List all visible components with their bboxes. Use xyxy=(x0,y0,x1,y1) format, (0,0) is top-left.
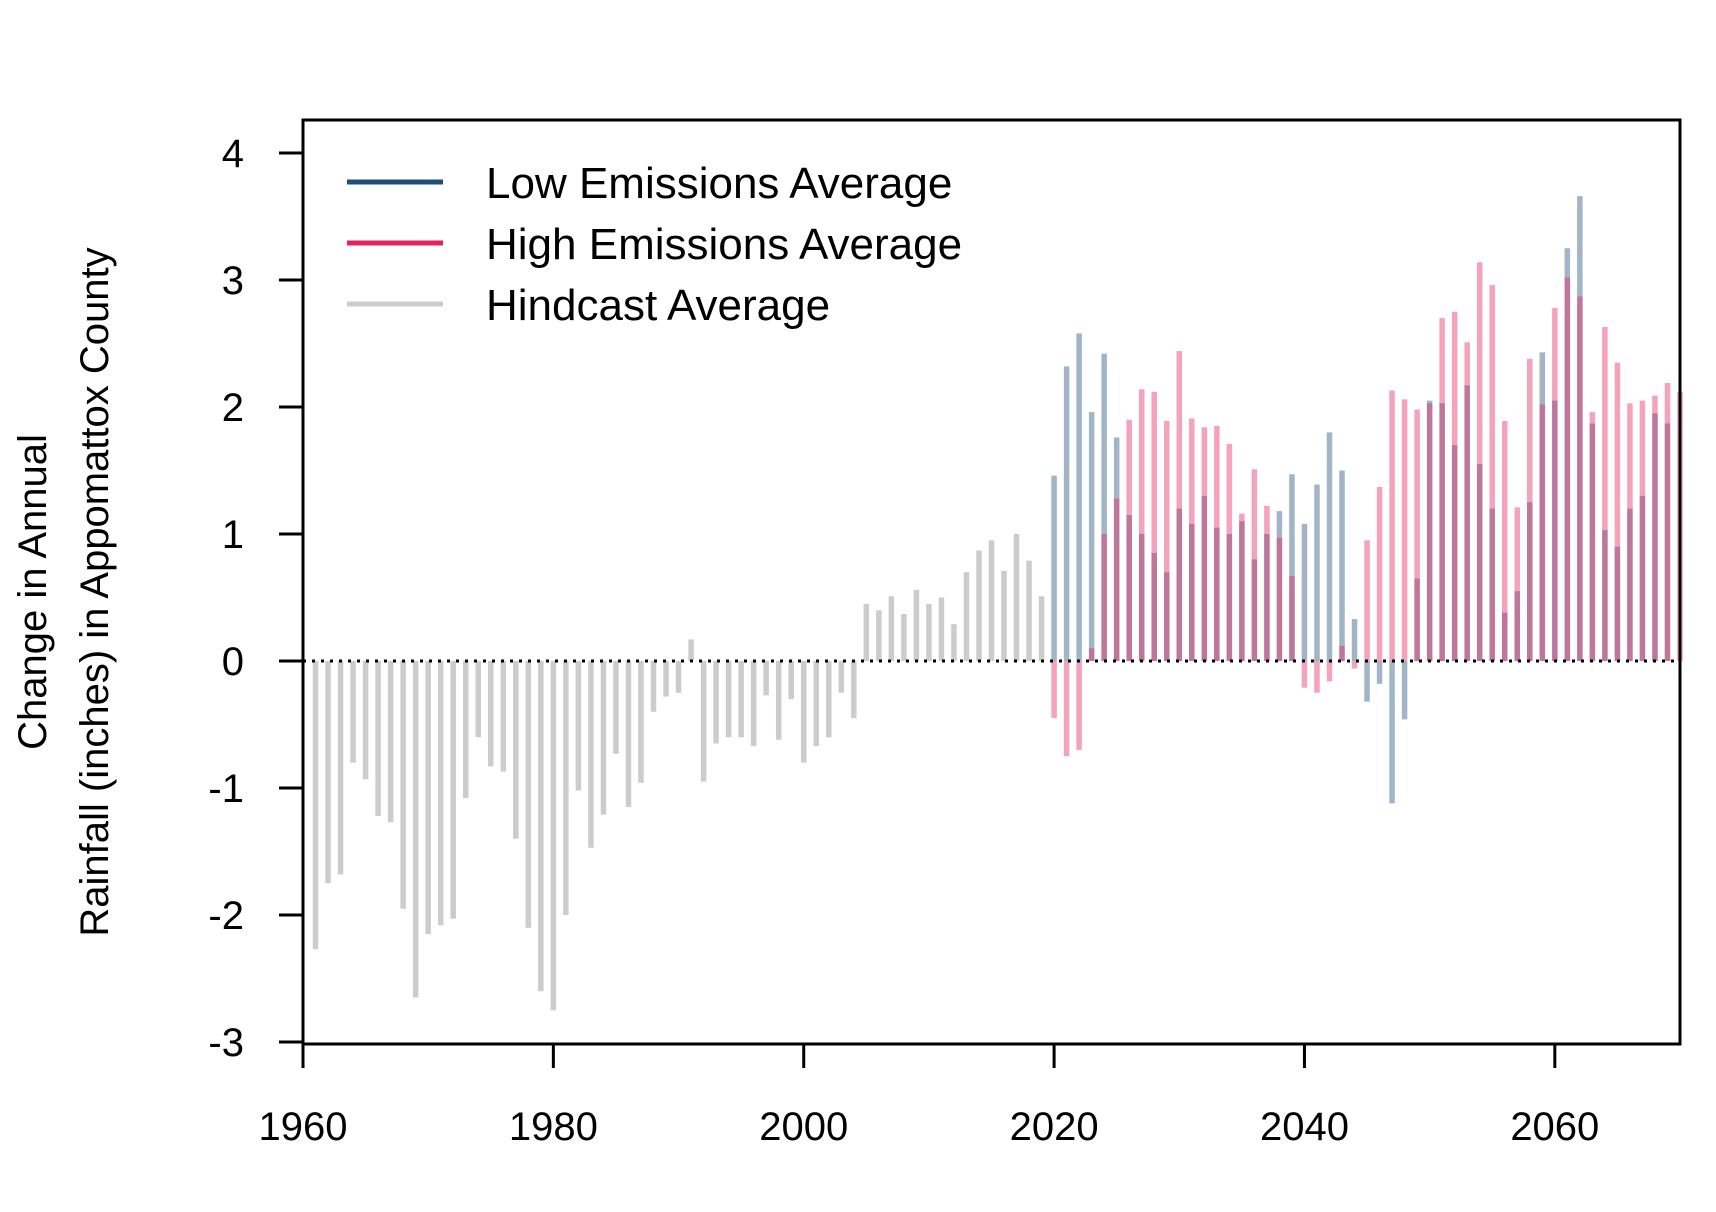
hindcast-bars xyxy=(312,534,1045,1011)
x-tick-label-1980: 1980 xyxy=(509,1105,598,1149)
y-tick-label-2: 2 xyxy=(222,386,244,430)
legend-label-2: High Emissions Average xyxy=(486,220,962,269)
x-axis: 1960 1980 2000 2020 2040 2060 xyxy=(259,1042,1599,1149)
high-emissions-bars xyxy=(1051,262,1683,757)
x-tick-label-2060: 2060 xyxy=(1510,1105,1599,1149)
y-tick-label-3: 3 xyxy=(222,259,244,303)
y-tick-label--3: -3 xyxy=(208,1021,244,1065)
low-emissions-bars xyxy=(1051,196,1671,804)
y-tick-label-0: 0 xyxy=(222,640,244,684)
y-tick-label-4: 4 xyxy=(222,132,244,176)
x-tick-label-2020: 2020 xyxy=(1010,1105,1099,1149)
y-tick-label--2: -2 xyxy=(208,894,244,938)
y-axis-title-line-1: Change in Annual xyxy=(11,434,55,750)
y-axis-title-line-2: Rainfall (inches) in Appomattox County xyxy=(73,247,117,936)
y-axis-title: Change in Annual Rainfall (inches) in App… xyxy=(11,247,117,936)
x-tick-label-2040: 2040 xyxy=(1260,1105,1349,1149)
x-tick-label-1960: 1960 xyxy=(259,1105,348,1149)
y-axis: 4 3 2 1 0 -1 -2 -3 xyxy=(208,132,305,1065)
legend: Low Emissions Average High Emissions Aver… xyxy=(347,159,962,330)
x-tick-label-2000: 2000 xyxy=(759,1105,848,1149)
legend-label-1: Low Emissions Average xyxy=(486,159,952,208)
y-tick-label-1: 1 xyxy=(222,513,244,557)
y-tick-label--1: -1 xyxy=(208,767,244,811)
legend-label-3: Hindcast Average xyxy=(486,281,830,330)
